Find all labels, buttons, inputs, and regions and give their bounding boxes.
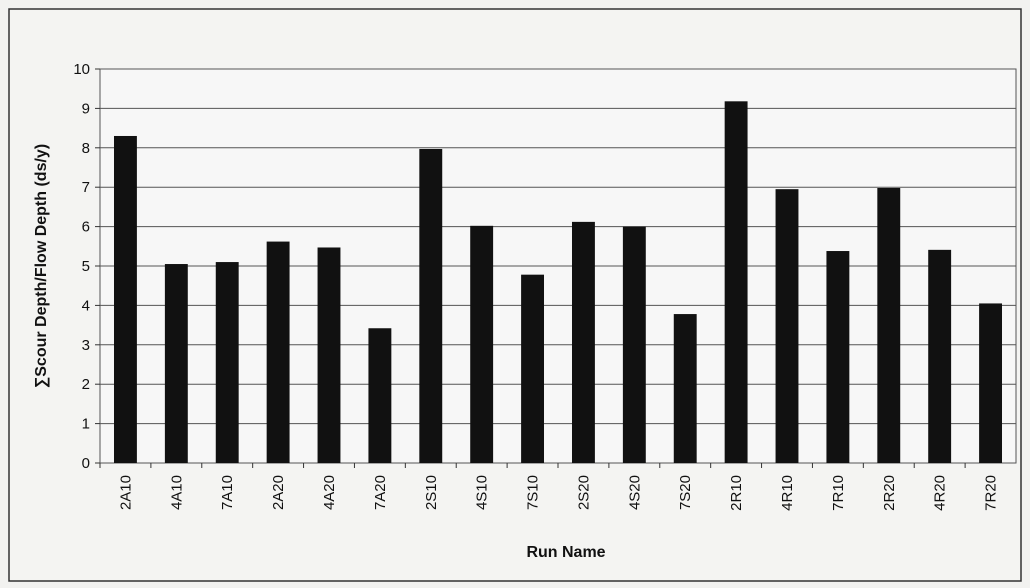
x-tick-label: 2S20 (575, 475, 592, 510)
bar-7r10 (826, 251, 850, 463)
bar-7s10 (521, 274, 545, 463)
x-tick-label: 4S20 (626, 475, 643, 510)
y-tick-label: 2 (82, 376, 90, 393)
x-tick-label: 4R20 (932, 475, 949, 511)
x-tick-label: 4R10 (779, 475, 796, 511)
x-tick-label: 7R20 (983, 475, 1000, 511)
y-tick-label: 6 (82, 219, 90, 236)
x-tick-label: 2R10 (728, 475, 745, 511)
bar-7a10 (215, 262, 239, 463)
bar-4s10 (470, 225, 494, 463)
bars (113, 101, 1003, 464)
x-tick-label: 2A10 (117, 475, 134, 510)
y-tick-label: 7 (82, 179, 90, 196)
bar-2a20 (266, 241, 290, 463)
y-tick-label: 8 (82, 140, 90, 157)
y-tick-labels: 0 1 2 3 4 5 6 7 8 9 10 (73, 61, 100, 472)
y-tick-label: 0 (82, 455, 90, 472)
bar-4a20 (317, 247, 341, 463)
bar-7a20 (368, 328, 392, 463)
gridlines (100, 107, 1016, 425)
x-tick-label: 4A10 (168, 475, 185, 510)
x-tick-label: 2R20 (881, 475, 898, 511)
x-tick-label: 2S10 (423, 475, 440, 510)
bar-2a10 (113, 135, 137, 464)
bar-4s20 (622, 226, 646, 463)
bar-7r20 (979, 303, 1003, 463)
x-tick-label: 7A10 (219, 475, 236, 510)
x-tick-labels: 2A10 4A10 7A10 2A20 4A20 7A20 2S10 4S10 7S10 2S20… (99, 463, 1000, 511)
bar-4a10 (164, 264, 188, 463)
x-tick-label: 7S10 (525, 475, 542, 510)
bar-2s20 (571, 221, 595, 463)
x-tick-label: 4S10 (474, 475, 491, 510)
x-tick-label: 7A20 (372, 475, 389, 510)
y-axis-title: ∑Scour Depth/Flow Depth (ds/y) (33, 144, 50, 388)
y-tick-label: 9 (82, 100, 90, 117)
y-tick-label: 10 (73, 61, 90, 78)
x-tick-label: 7R10 (830, 475, 847, 511)
bar-2r20 (877, 187, 901, 463)
y-tick-label: 3 (82, 337, 90, 354)
bar-7s20 (673, 314, 697, 463)
bar-4r10 (775, 189, 799, 464)
y-tick-label: 1 (82, 416, 90, 433)
bar-4r20 (928, 249, 952, 463)
y-tick-label: 5 (82, 258, 90, 275)
x-axis-title: Run Name (526, 544, 605, 561)
bar-2r10 (724, 101, 748, 464)
x-tick-label: 4A20 (321, 475, 338, 510)
x-tick-label: 2A20 (270, 475, 287, 510)
x-tick-label: 7S20 (677, 475, 694, 510)
y-tick-label: 4 (82, 297, 90, 314)
bar-2s10 (419, 148, 443, 463)
